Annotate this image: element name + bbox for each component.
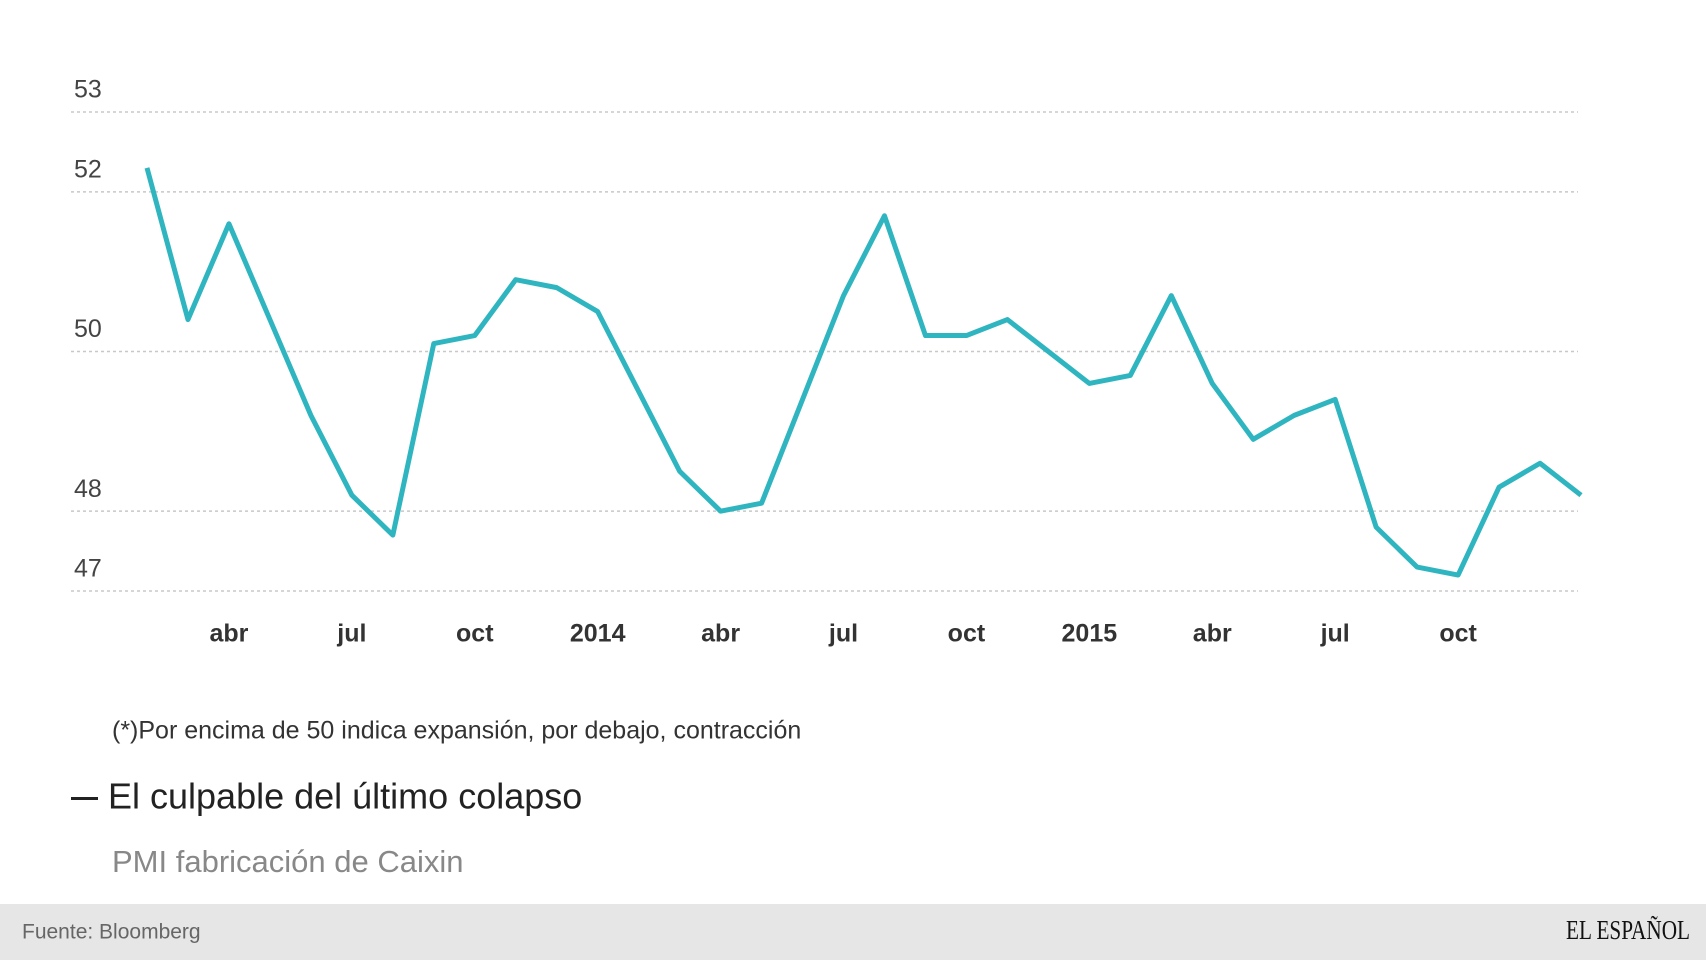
footer [0,904,1706,960]
chart-note: (*)Por encima de 50 indica expansión, po… [112,717,801,745]
x-tick-label: jul [336,620,366,648]
title-dash [71,797,98,800]
source: Fuente: Bloomberg [22,921,201,944]
data-line [144,167,1583,578]
x-tick-label: 2015 [1062,620,1118,648]
x-tick-label: abr [209,620,248,648]
x-tick-label: oct [948,620,986,648]
x-tick-label: abr [701,620,740,648]
x-tick-label: abr [1193,620,1232,648]
x-tick-label: oct [456,620,494,648]
y-tick-label: 50 [74,315,102,343]
y-tick-label: 53 [74,76,102,104]
x-tick-label: jul [828,620,858,648]
x-tick-label: 2014 [570,620,626,648]
y-tick-label: 52 [74,155,102,183]
chart-title: El culpable del último colapso [108,776,582,817]
x-tick-label: oct [1439,620,1477,648]
y-tick-label: 47 [74,555,102,583]
y-tick-label: 48 [74,475,102,503]
brand-logo: EL ESPAÑOL [1566,915,1690,945]
chart-subtitle: PMI fabricación de Caixin [112,844,464,879]
x-tick-label: jul [1320,620,1350,648]
